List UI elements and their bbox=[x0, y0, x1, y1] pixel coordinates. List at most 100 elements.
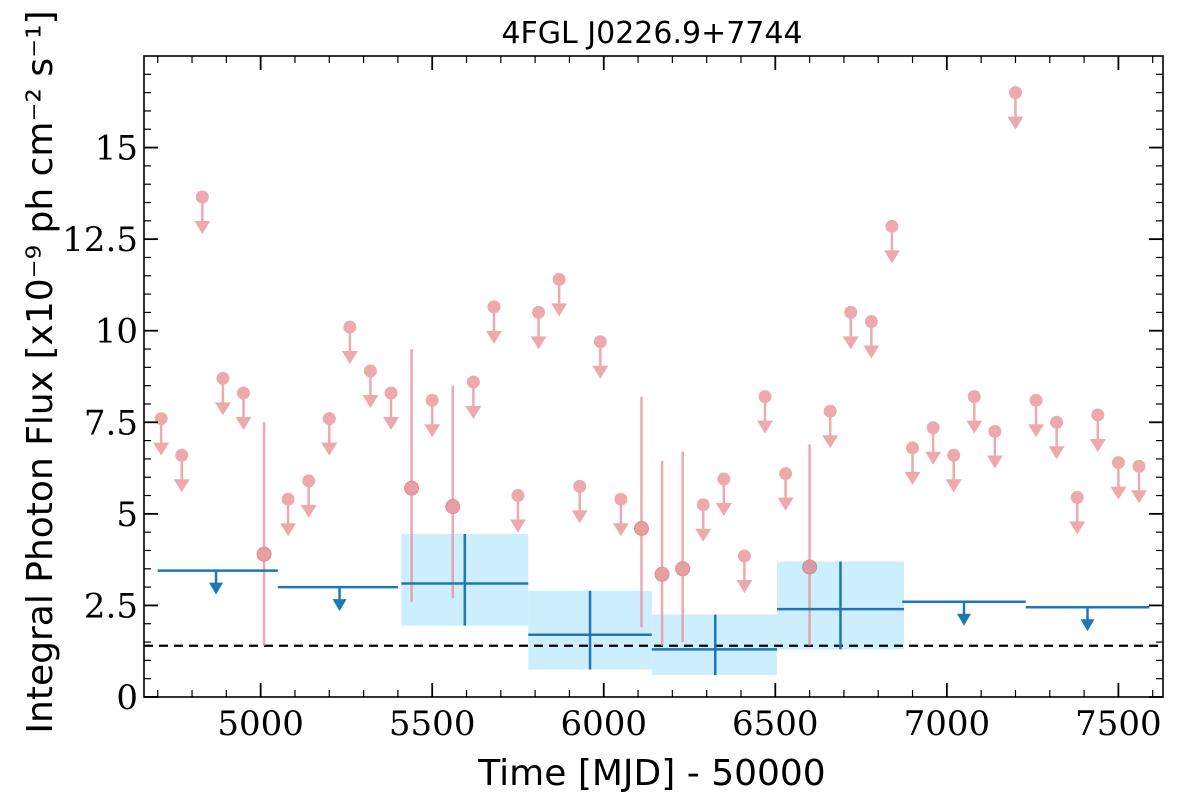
upper-limit-marker bbox=[823, 404, 837, 418]
x-tick-label: 5000 bbox=[217, 704, 304, 744]
upper-limit-arrow bbox=[341, 351, 358, 365]
short-bin-upper-limit bbox=[863, 315, 880, 359]
upper-limit-arrow bbox=[1130, 490, 1147, 504]
short-bin-upper-limit bbox=[883, 219, 900, 264]
upper-limit-arrow bbox=[383, 416, 400, 430]
y-tick-label: 7.5 bbox=[84, 403, 138, 443]
detection-marker bbox=[675, 561, 691, 577]
short-bin-upper-limit bbox=[966, 390, 983, 434]
short-bin-upper-limit bbox=[383, 386, 400, 430]
short-bin-upper-limit bbox=[1069, 490, 1086, 535]
short-bin-detection bbox=[654, 460, 670, 646]
x-tick-label: 6000 bbox=[560, 704, 647, 744]
y-tick-label: 10 bbox=[95, 312, 138, 352]
upper-limit-marker bbox=[425, 393, 439, 407]
short-bin-upper-limit bbox=[1048, 415, 1065, 460]
upper-limit-marker bbox=[281, 492, 295, 506]
chart-title: 4FGL J0226.9+7744 bbox=[501, 16, 802, 51]
long-bin-upper-limit-arrow bbox=[1080, 619, 1095, 632]
upper-limit-marker bbox=[844, 305, 858, 319]
short-bin-upper-limit bbox=[509, 489, 526, 533]
upper-limit-marker bbox=[614, 492, 628, 506]
upper-limit-arrow bbox=[153, 442, 170, 456]
short-bin-upper-limit bbox=[530, 305, 547, 350]
short-bin-upper-limit bbox=[1130, 459, 1147, 504]
short-bin-upper-limit bbox=[592, 335, 609, 379]
plot-frame bbox=[143, 55, 1164, 698]
upper-limit-arrow bbox=[966, 420, 983, 434]
short-bin-upper-limit bbox=[465, 375, 482, 419]
detection-marker bbox=[445, 499, 461, 515]
upper-limit-arrow bbox=[842, 336, 859, 350]
short-bin-upper-limit bbox=[424, 393, 441, 438]
short-bin-upper-limit bbox=[1089, 408, 1106, 452]
upper-limit-arrow bbox=[300, 504, 317, 518]
upper-limit-arrow bbox=[530, 336, 547, 350]
upper-limit-arrow bbox=[485, 330, 502, 344]
upper-limit-arrow bbox=[362, 395, 379, 409]
upper-limit-arrow bbox=[592, 365, 609, 379]
upper-limit-arrow bbox=[986, 455, 1003, 469]
upper-limit-arrow bbox=[235, 416, 252, 430]
x-tick-label: 7000 bbox=[904, 704, 991, 744]
upper-limit-arrow bbox=[509, 519, 526, 533]
upper-limit-marker bbox=[885, 219, 899, 233]
upper-limit-marker bbox=[532, 305, 546, 319]
upper-limit-arrow bbox=[1069, 521, 1086, 535]
detection-marker bbox=[633, 521, 649, 537]
upper-limit-arrow bbox=[925, 451, 942, 465]
upper-limit-marker bbox=[967, 390, 981, 404]
upper-limit-arrow bbox=[173, 479, 190, 493]
short-bin-upper-limit bbox=[695, 498, 712, 542]
upper-limit-marker bbox=[1091, 408, 1105, 422]
upper-limit-marker bbox=[717, 472, 731, 486]
upper-limit-marker bbox=[466, 375, 480, 389]
short-bin-detection bbox=[256, 422, 272, 646]
upper-limit-arrow bbox=[1048, 446, 1065, 460]
upper-limit-marker bbox=[1008, 86, 1022, 100]
y-tick-label: 2.5 bbox=[84, 586, 138, 626]
y-tick-label: 12.5 bbox=[62, 220, 138, 260]
upper-limit-arrow bbox=[1089, 438, 1106, 452]
upper-limit-arrow bbox=[822, 435, 839, 449]
short-bin-upper-limit bbox=[757, 390, 774, 434]
short-bin-upper-limit bbox=[842, 305, 859, 350]
short-bin-upper-limit bbox=[986, 424, 1003, 469]
upper-limit-marker bbox=[696, 498, 710, 512]
detection-marker bbox=[802, 559, 818, 575]
short-bin-upper-limit bbox=[904, 441, 921, 485]
upper-limit-marker bbox=[988, 424, 1002, 438]
short-bin-upper-limit bbox=[1007, 86, 1024, 130]
upper-limit-marker bbox=[779, 467, 793, 481]
upper-limit-marker bbox=[216, 371, 230, 385]
upper-limit-marker bbox=[1029, 393, 1043, 407]
upper-limit-arrow bbox=[214, 402, 231, 416]
x-tick-label: 7500 bbox=[1075, 704, 1162, 744]
x-axis-label: Time [MJD] - 50000 bbox=[477, 753, 825, 794]
upper-limit-arrow bbox=[757, 420, 774, 434]
upper-limit-arrow bbox=[945, 479, 962, 493]
short-bin-detection bbox=[675, 451, 691, 643]
short-bin-upper-limit bbox=[822, 404, 839, 449]
x-tick-label: 6500 bbox=[732, 704, 819, 744]
upper-limit-marker bbox=[947, 448, 961, 462]
short-bin-upper-limit bbox=[194, 190, 211, 235]
upper-limit-marker bbox=[1132, 459, 1146, 473]
y-tick-label: 0 bbox=[116, 678, 138, 718]
long-bin-upper-limit-arrow bbox=[209, 582, 224, 595]
short-bin-upper-limit bbox=[945, 448, 962, 493]
upper-limit-marker bbox=[926, 421, 940, 435]
upper-limit-marker bbox=[906, 441, 920, 455]
short-bin-upper-limit bbox=[235, 386, 252, 430]
upper-limit-marker bbox=[758, 390, 772, 404]
short-bin-upper-limit bbox=[777, 467, 794, 511]
upper-limit-arrow bbox=[904, 471, 921, 485]
upper-limit-arrow bbox=[194, 221, 211, 235]
short-bin-upper-limit bbox=[715, 472, 732, 517]
short-bin-upper-limit bbox=[925, 421, 942, 465]
long-bin-upper-limit-arrow bbox=[332, 599, 347, 612]
short-bin-detection bbox=[404, 349, 420, 602]
short-bin-upper-limit bbox=[571, 479, 588, 524]
upper-limit-marker bbox=[573, 479, 587, 493]
